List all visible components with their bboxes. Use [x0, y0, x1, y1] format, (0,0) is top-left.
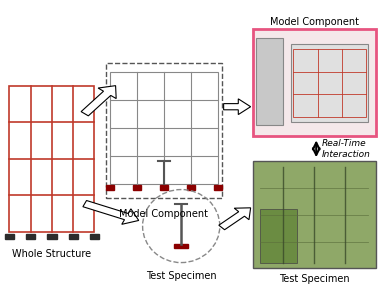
Polygon shape	[83, 201, 139, 224]
Bar	[68, 234, 78, 239]
Bar	[187, 185, 194, 189]
Polygon shape	[81, 86, 116, 116]
Bar	[90, 234, 99, 239]
Bar	[256, 38, 284, 125]
Text: Whole Structure: Whole Structure	[12, 249, 91, 259]
Bar	[252, 162, 376, 268]
Text: Real-Time
Interaction: Real-Time Interaction	[322, 139, 371, 158]
Bar	[214, 185, 222, 189]
Text: Model Component: Model Component	[270, 17, 359, 27]
Bar	[293, 49, 366, 117]
Text: Test Specimen: Test Specimen	[146, 271, 217, 281]
Bar	[5, 234, 14, 239]
Bar	[291, 44, 368, 122]
Bar	[160, 185, 168, 189]
Polygon shape	[224, 99, 251, 115]
Bar	[174, 244, 188, 248]
Bar	[110, 71, 218, 184]
Bar	[9, 86, 95, 232]
Bar	[252, 30, 376, 136]
Bar	[106, 63, 222, 198]
Bar	[47, 234, 56, 239]
Bar	[260, 209, 297, 263]
Bar	[133, 185, 141, 189]
Polygon shape	[219, 208, 251, 230]
Bar	[26, 234, 35, 239]
Text: Test Specimen: Test Specimen	[279, 274, 350, 284]
Text: Model Component: Model Component	[119, 209, 209, 219]
Bar	[106, 185, 114, 189]
